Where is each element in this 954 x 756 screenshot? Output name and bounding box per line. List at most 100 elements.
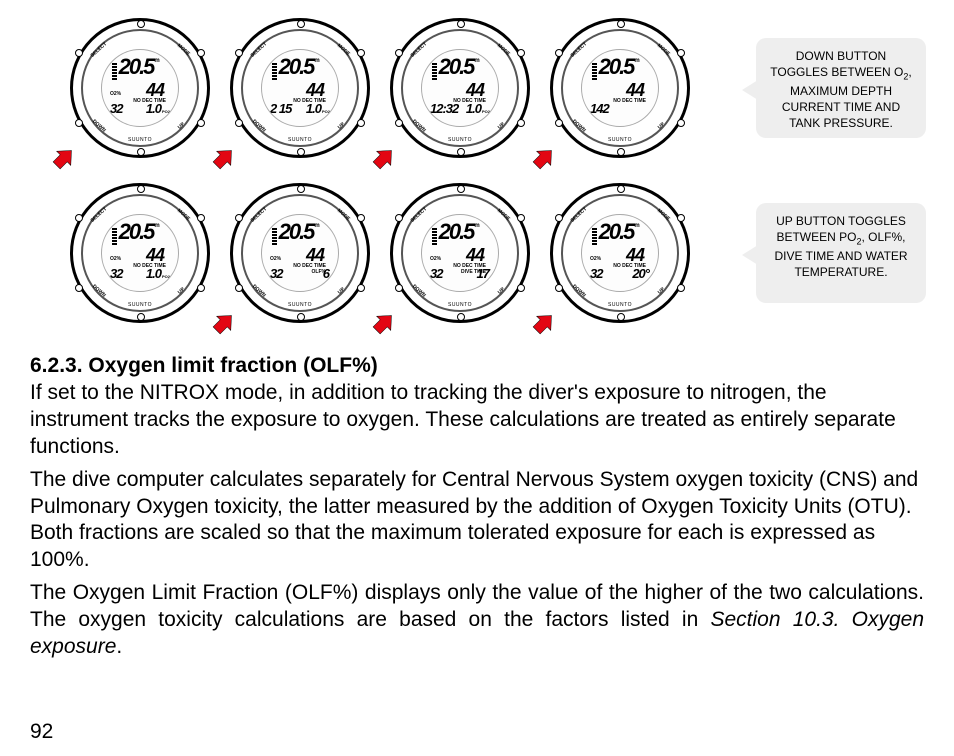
down-label: DOWN <box>91 283 107 298</box>
down-label: DOWN <box>571 283 587 298</box>
watch-bezel: SELECT MODE DOWN UP 20.5 m AC 44 NO DEC … <box>70 183 210 323</box>
bezel-screw <box>517 214 525 222</box>
bezel-screw <box>677 119 685 127</box>
bezel-screw <box>297 313 305 321</box>
depth-value: 20.5 <box>119 223 154 241</box>
bottom-left-value: 32 <box>430 266 442 281</box>
bezel-screw <box>137 20 145 28</box>
ascent-graph <box>272 223 277 245</box>
depth-value: 20.5 <box>439 58 474 76</box>
watch-bezel: SELECT MODE DOWN UP 20.5 m AC 44 NO DEC … <box>230 18 370 158</box>
mode-label: MODE <box>496 43 511 57</box>
depth-value: 20.5 <box>279 223 314 241</box>
bezel-screw <box>677 214 685 222</box>
bezel-screw <box>357 49 365 57</box>
depth-value: 20.5 <box>279 58 314 76</box>
bezel-screw <box>137 185 145 193</box>
watch-bezel: SELECT MODE DOWN UP 20.5 m AC 44 NO DEC … <box>390 18 530 158</box>
bottom-left-value: 32 <box>270 266 282 281</box>
up-label: UP <box>497 121 506 130</box>
document-body: 6.2.3. Oxygen limit fraction (OLF%) If s… <box>30 354 924 661</box>
bottom-left-value: 12:32 <box>430 101 458 116</box>
bezel-screw <box>75 284 83 292</box>
bezel-screw <box>235 49 243 57</box>
depth-value: 20.5 <box>119 58 154 76</box>
bezel-screw <box>395 284 403 292</box>
watch: SELECT MODE DOWN UP 20.5 m AC 44 NO DEC … <box>390 183 530 323</box>
down-label: DOWN <box>251 283 267 298</box>
down-label: DOWN <box>411 283 427 298</box>
ac-indicator: AC <box>161 215 168 221</box>
ascent-graph <box>432 223 437 245</box>
select-label: SELECT <box>410 41 429 59</box>
callout-up: UP BUTTON TOGGLES BETWEEN PO2, OLF%, DIV… <box>756 203 926 303</box>
ac-indicator: AC <box>641 215 648 221</box>
paragraph-1: If set to the NITROX mode, in addition t… <box>30 380 924 461</box>
mode-label: MODE <box>656 208 671 222</box>
down-label: DOWN <box>571 118 587 133</box>
depth-unit: m <box>314 223 319 229</box>
ac-indicator: AC <box>481 215 488 221</box>
bezel-screw <box>75 119 83 127</box>
depth-unit: m <box>634 58 639 64</box>
bezel-screw <box>457 185 465 193</box>
bezel-screw <box>235 214 243 222</box>
up-label: UP <box>177 286 186 295</box>
bottom-left-value: 32 <box>590 266 602 281</box>
up-label: UP <box>657 121 666 130</box>
o2-label: O2% <box>110 256 121 262</box>
bezel-screw <box>75 49 83 57</box>
brand-label: SUUNTO <box>73 302 207 308</box>
bezel-screw <box>457 20 465 28</box>
mode-label: MODE <box>176 43 191 57</box>
bezel-screw <box>517 49 525 57</box>
paragraph-3: The Oxygen Limit Fraction (OLF%) display… <box>30 580 924 661</box>
bottom-right-label: PO2 <box>162 109 170 114</box>
lcd: 20.5 m AC 44 NO DEC TIMEDIVE TIME O2% 32… <box>421 214 499 292</box>
bezel-screw <box>457 313 465 321</box>
o2-label: O2% <box>270 256 281 262</box>
up-label: UP <box>337 121 346 130</box>
ascent-graph <box>432 58 437 80</box>
ascent-graph <box>112 223 117 245</box>
mode-label: MODE <box>336 43 351 57</box>
bottom-right-value: 17 <box>477 266 489 281</box>
bezel-screw <box>297 20 305 28</box>
bezel-screw <box>235 284 243 292</box>
bezel-screw <box>197 214 205 222</box>
p3c: . <box>116 635 122 658</box>
bezel-screw <box>395 49 403 57</box>
brand-label: SUUNTO <box>553 137 687 143</box>
bezel-screw <box>197 119 205 127</box>
page-number: 92 <box>30 720 53 744</box>
mode-label: MODE <box>336 208 351 222</box>
callout-text: DOWN BUTTON TOGGLES BETWEEN O2, MAXIMUM … <box>770 49 912 130</box>
watch: SELECT MODE DOWN UP 20.5 m AC 44 NO DEC … <box>550 18 690 158</box>
watch: SELECT MODE DOWN UP 20.5 m AC 44 NO DEC … <box>70 18 210 158</box>
watch-bezel: SELECT MODE DOWN UP 20.5 m AC 44 NO DEC … <box>70 18 210 158</box>
lcd: 20.5 m AC 44 NO DEC TIME O2% 32 20° <box>581 214 659 292</box>
depth-value: 20.5 <box>439 223 474 241</box>
bezel-screw <box>677 49 685 57</box>
watch: SELECT MODE DOWN UP 20.5 m AC 44 NO DEC … <box>390 18 530 158</box>
bottom-right-label: PO2 <box>322 109 330 114</box>
down-label: DOWN <box>411 118 427 133</box>
paragraph-2: The dive computer calculates separately … <box>30 467 924 575</box>
bezel-screw <box>75 214 83 222</box>
bottom-right-value: 1.0 <box>466 101 481 116</box>
ascent-graph <box>112 58 117 80</box>
select-label: SELECT <box>250 41 269 59</box>
depth-value: 20.5 <box>599 223 634 241</box>
down-label: DOWN <box>251 118 267 133</box>
bezel-screw <box>297 185 305 193</box>
up-label: UP <box>657 286 666 295</box>
bezel-screw <box>137 313 145 321</box>
watch: SELECT MODE DOWN UP 20.5 m AC 44 NO DEC … <box>230 183 370 323</box>
select-label: SELECT <box>410 206 429 224</box>
depth-unit: m <box>154 223 159 229</box>
bottom-right-label: PO2 <box>482 109 490 114</box>
watch: SELECT MODE DOWN UP 20.5 m AC 44 NO DEC … <box>70 183 210 323</box>
select-label: SELECT <box>90 206 109 224</box>
watch-bezel: SELECT MODE DOWN UP 20.5 m AC 44 NO DEC … <box>390 183 530 323</box>
bottom-right-value: 1.0 <box>306 101 321 116</box>
